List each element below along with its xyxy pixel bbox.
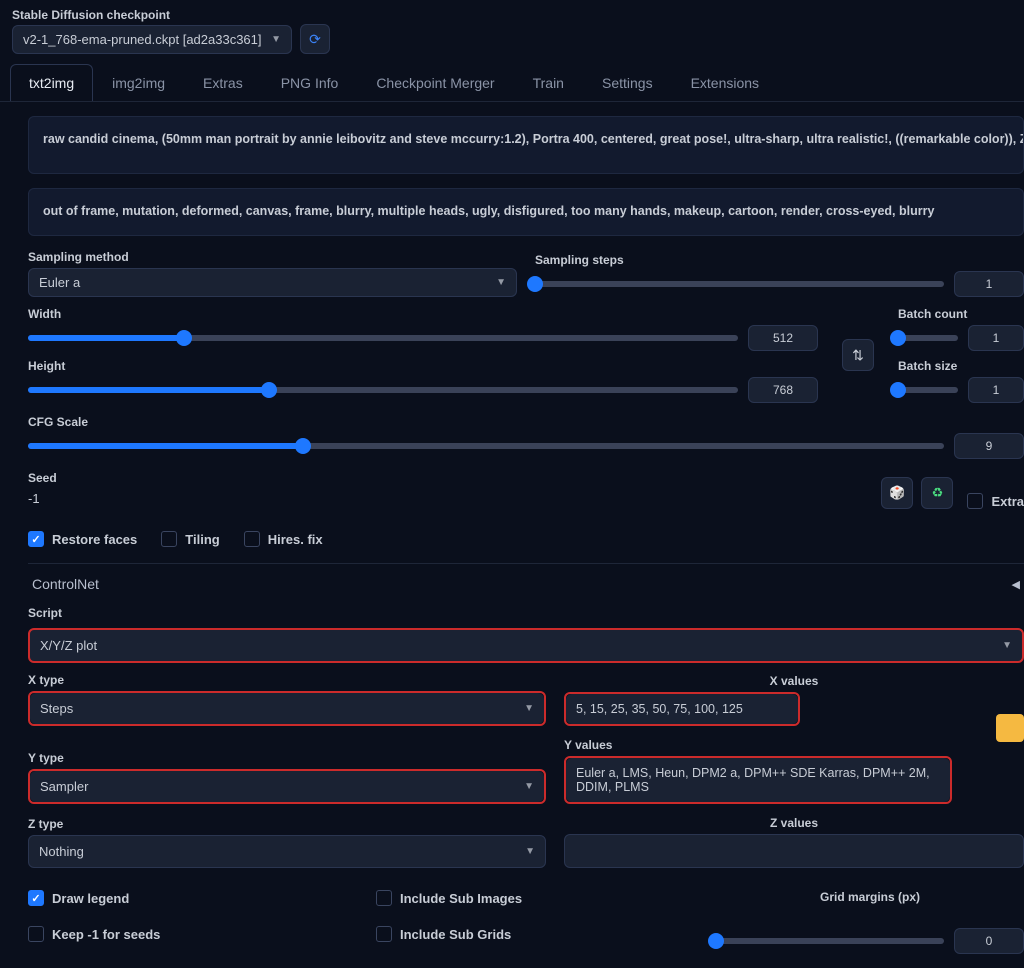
sub-grids-label: Include Sub Grids	[400, 927, 511, 942]
checkpoint-select[interactable]: v2-1_768-ema-pruned.ckpt [ad2a33c361] ▼	[12, 25, 292, 54]
recycle-icon: ♻	[932, 485, 944, 501]
prompt-input[interactable]: raw candid cinema, (50mm man portrait by…	[28, 116, 1024, 174]
y-type-value: Sampler	[40, 779, 88, 794]
refresh-button[interactable]: ⟳	[300, 24, 330, 54]
batch-count-label: Batch count	[898, 307, 1024, 321]
cfg-label: CFG Scale	[28, 415, 1024, 429]
tab-merger[interactable]: Checkpoint Merger	[357, 64, 513, 101]
z-type-select[interactable]: Nothing ▼	[28, 835, 546, 868]
sampling-steps-label: Sampling steps	[535, 253, 1024, 267]
batch-size-value[interactable]: 1	[968, 377, 1024, 403]
height-value[interactable]: 768	[748, 377, 818, 403]
script-label: Script	[28, 606, 1024, 620]
seed-label: Seed	[28, 471, 873, 485]
draw-legend-checkbox[interactable]: ✓	[28, 890, 44, 906]
height-slider[interactable]	[28, 387, 738, 393]
tab-extras[interactable]: Extras	[184, 64, 262, 101]
chevron-down-icon: ▼	[271, 34, 281, 45]
y-values-label: Y values	[564, 738, 1024, 752]
batch-size-label: Batch size	[898, 359, 1024, 373]
extra-checkbox[interactable]	[967, 493, 983, 509]
width-slider[interactable]	[28, 335, 738, 341]
z-values-label: Z values	[564, 816, 1024, 830]
width-label: Width	[28, 307, 818, 321]
sub-grids-checkbox[interactable]	[376, 926, 392, 942]
sub-images-checkbox[interactable]	[376, 890, 392, 906]
negative-prompt-input[interactable]: out of frame, mutation, deformed, canvas…	[28, 188, 1024, 236]
x-values-input[interactable]: 5, 15, 25, 35, 50, 75, 100, 125	[566, 694, 798, 724]
y-type-label: Y type	[28, 751, 546, 765]
x-type-select[interactable]: Steps ▼	[30, 693, 544, 724]
sampling-method-label: Sampling method	[28, 250, 517, 264]
triangle-left-icon: ◀	[1012, 578, 1020, 591]
batch-size-slider[interactable]	[898, 387, 958, 393]
keep-seed-label: Keep -1 for seeds	[52, 927, 160, 942]
checkpoint-value: v2-1_768-ema-pruned.ckpt [ad2a33c361]	[23, 32, 262, 47]
width-value[interactable]: 512	[748, 325, 818, 351]
y-type-select[interactable]: Sampler ▼	[30, 771, 544, 802]
grid-margins-label: Grid margins (px)	[716, 890, 1024, 904]
z-type-value: Nothing	[39, 844, 84, 859]
grid-margins-slider[interactable]	[716, 938, 944, 944]
tabs: txt2img img2img Extras PNG Info Checkpoi…	[0, 64, 1024, 102]
tab-train[interactable]: Train	[514, 64, 583, 101]
checkpoint-label: Stable Diffusion checkpoint	[12, 8, 1012, 22]
sampling-steps-slider[interactable]	[535, 281, 944, 287]
chevron-down-icon: ▼	[524, 781, 534, 792]
sampling-method-value: Euler a	[39, 275, 80, 290]
keep-seed-checkbox[interactable]	[28, 926, 44, 942]
extra-label: Extra	[991, 494, 1024, 509]
controlnet-accordion[interactable]: ControlNet ◀	[28, 563, 1024, 598]
cfg-slider[interactable]	[28, 443, 944, 449]
tab-extensions[interactable]: Extensions	[672, 64, 778, 101]
hires-label: Hires. fix	[268, 532, 323, 547]
script-select[interactable]: X/Y/Z plot ▼	[28, 628, 1024, 663]
script-value: X/Y/Z plot	[40, 638, 97, 653]
x-type-label: X type	[28, 673, 546, 687]
grid-margins-value[interactable]: 0	[954, 928, 1024, 954]
restore-faces-label: Restore faces	[52, 532, 137, 547]
tiling-checkbox[interactable]	[161, 531, 177, 547]
x-values-label: X values	[564, 674, 1024, 688]
sampling-steps-value[interactable]: 1	[954, 271, 1024, 297]
height-label: Height	[28, 359, 818, 373]
batch-count-slider[interactable]	[898, 335, 958, 341]
x-type-value: Steps	[40, 701, 73, 716]
chevron-down-icon: ▼	[524, 703, 534, 714]
z-type-label: Z type	[28, 817, 546, 831]
preview-button[interactable]	[996, 714, 1024, 742]
reuse-seed-button[interactable]: ♻	[921, 477, 953, 509]
random-seed-button[interactable]: 🎲	[881, 477, 913, 509]
batch-count-value[interactable]: 1	[968, 325, 1024, 351]
tab-img2img[interactable]: img2img	[93, 64, 184, 101]
seed-input[interactable]: -1	[28, 489, 873, 509]
refresh-icon: ⟳	[309, 31, 321, 48]
cfg-value[interactable]: 9	[954, 433, 1024, 459]
chevron-down-icon: ▼	[525, 846, 535, 857]
tab-pnginfo[interactable]: PNG Info	[262, 64, 358, 101]
z-values-input[interactable]	[564, 834, 1024, 868]
swap-wh-button[interactable]: ⇅	[842, 339, 874, 371]
controlnet-label: ControlNet	[32, 576, 99, 592]
swap-icon: ⇅	[852, 347, 864, 364]
restore-faces-checkbox[interactable]: ✓	[28, 531, 44, 547]
chevron-down-icon: ▼	[496, 277, 506, 288]
y-values-input[interactable]: Euler a, LMS, Heun, DPM2 a, DPM++ SDE Ka…	[566, 758, 950, 802]
tiling-label: Tiling	[185, 532, 219, 547]
sub-images-label: Include Sub Images	[400, 891, 522, 906]
draw-legend-label: Draw legend	[52, 891, 129, 906]
hires-checkbox[interactable]	[244, 531, 260, 547]
sampling-method-select[interactable]: Euler a ▼	[28, 268, 517, 297]
tab-txt2img[interactable]: txt2img	[10, 64, 93, 101]
tab-settings[interactable]: Settings	[583, 64, 672, 101]
dice-icon: 🎲	[889, 485, 905, 501]
chevron-down-icon: ▼	[1002, 640, 1012, 651]
